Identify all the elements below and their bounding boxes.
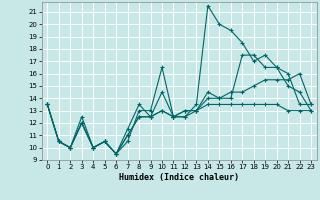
X-axis label: Humidex (Indice chaleur): Humidex (Indice chaleur) [119, 173, 239, 182]
